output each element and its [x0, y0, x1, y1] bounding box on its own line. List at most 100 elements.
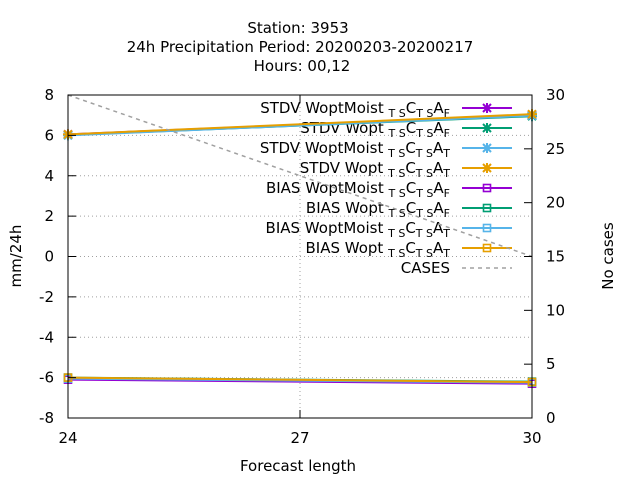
x-axis-label: Forecast length [240, 457, 356, 475]
x-axis: 24 27 30 [58, 95, 542, 447]
y-tick-label: -6 [39, 369, 54, 387]
title-line-3: Hours: 00,12 [254, 57, 351, 75]
legend-label-part: A [433, 179, 444, 197]
legend-label-part: C [405, 139, 415, 157]
legend-label-part: T S [415, 107, 433, 120]
legend-label-part: F [444, 207, 450, 220]
y-tick-label: -2 [39, 288, 54, 306]
x-tick-label: 27 [290, 429, 309, 447]
y-tick-label: 6 [44, 126, 54, 144]
y2-tick-label: 5 [546, 355, 556, 373]
x-tick-label: 30 [522, 429, 541, 447]
y-tick-label: -8 [39, 409, 54, 427]
legend-label-part: C [405, 159, 415, 177]
grid [68, 95, 532, 418]
legend-marker [482, 163, 492, 173]
legend-label-part: A [433, 159, 444, 177]
legend-label-part: T S [388, 107, 406, 120]
legend-label-part: C [406, 179, 416, 197]
legend-label-part: T S [387, 227, 405, 240]
legend-label-part: A [433, 199, 444, 217]
legend-label: STDV WoptMoist T SCT SAT [260, 139, 450, 160]
legend-marker [482, 123, 492, 133]
plot-area [63, 94, 537, 388]
legend-label-part: T S [415, 187, 433, 200]
legend-entry: BIAS Wopt T SCT SAF [306, 199, 512, 220]
legend-entry: BIAS WoptMoist T SCT SAF [266, 179, 512, 200]
legend-label-part: BIAS WoptMoist [266, 219, 384, 237]
legend-label-part: T S [415, 127, 433, 140]
legend-label-part: T [442, 167, 450, 180]
legend-label-part: A [433, 239, 444, 257]
legend-label: BIAS Wopt T SCT SAF [306, 199, 450, 220]
legend-marker [482, 143, 492, 153]
legend-label-part: CASES [401, 259, 450, 277]
legend-entry: STDV Wopt T SCT SAT [300, 159, 512, 180]
legend-entry: CASES [401, 259, 512, 277]
legend-label-part: BIAS Wopt [306, 199, 384, 217]
legend-label-part: T S [387, 167, 405, 180]
y2-axis-label: No cases [599, 222, 617, 290]
legend-label-part: T S [387, 247, 405, 260]
series-line [67, 94, 533, 258]
y-tick-label: 8 [44, 86, 54, 104]
y-tick-label: 2 [44, 207, 54, 225]
legend-marker [482, 203, 492, 213]
legend-label-part: BIAS Wopt [306, 239, 384, 257]
legend-label: BIAS Wopt T SCT SAT [306, 239, 451, 260]
legend-entry: STDV WoptMoist T SCT SAF [260, 99, 512, 120]
legend-label-part: T S [415, 167, 433, 180]
series-line [67, 376, 533, 384]
x-tick-label: 24 [58, 429, 77, 447]
legend-label-part: T [442, 147, 450, 160]
legend-label-part: A [433, 119, 444, 137]
legend-label-part: C [406, 119, 416, 137]
legend-label: BIAS WoptMoist T SCT SAT [266, 219, 451, 240]
legend-label-part: T S [387, 147, 405, 160]
legend-label-part: T S [388, 127, 406, 140]
title-line-1: Station: 3953 [247, 19, 348, 37]
legend-marker [482, 243, 492, 253]
series-line [67, 378, 533, 385]
chart-title: Station: 3953 24h Precipitation Period: … [127, 19, 474, 75]
legend-label-part: C [406, 99, 416, 117]
legend-label: BIAS WoptMoist T SCT SAF [266, 179, 450, 200]
legend-label-part: C [405, 239, 415, 257]
title-line-2: 24h Precipitation Period: 20200203-20200… [127, 38, 474, 56]
y2-tick-label: 20 [546, 194, 565, 212]
legend-label-part: T [442, 227, 450, 240]
y2-tick-label: 15 [546, 248, 565, 266]
legend-label-part: T S [388, 187, 406, 200]
legend-label-part: T S [415, 247, 433, 260]
y-axis: -8 -6 -4 -2 0 2 4 6 8 [39, 86, 76, 427]
legend-label-part: T S [415, 227, 433, 240]
y-tick-label: 0 [44, 248, 54, 266]
y2-tick-label: 30 [546, 86, 565, 104]
series-8 [67, 94, 533, 258]
legend-label-part: F [444, 127, 450, 140]
legend-label-part: STDV WoptMoist [260, 139, 384, 157]
legend-label-part: A [433, 99, 444, 117]
series-line [67, 114, 533, 137]
y2-tick-label: 25 [546, 140, 565, 158]
legend-label-part: F [444, 187, 450, 200]
legend-label-part: BIAS WoptMoist [266, 179, 384, 197]
y2-axis: 0 5 10 15 20 25 30 [524, 86, 565, 427]
legend-entry: BIAS Wopt T SCT SAT [306, 239, 512, 260]
legend-label-part: T S [415, 207, 433, 220]
legend-label-part: T [442, 247, 450, 260]
legend-label-part: A [433, 219, 444, 237]
y-tick-label: 4 [44, 167, 54, 185]
legend-entry: STDV WoptMoist T SCT SAT [260, 139, 512, 160]
legend-marker [482, 103, 492, 113]
y-axis-label: mm/24h [7, 225, 25, 288]
legend-label: STDV Wopt T SCT SAT [300, 159, 450, 180]
legend-label-part: C [406, 199, 416, 217]
legend-label-part: F [444, 107, 450, 120]
legend-entry: BIAS WoptMoist T SCT SAT [266, 219, 512, 240]
series-line [67, 113, 533, 136]
legend-label-part: T S [415, 147, 433, 160]
legend-marker [482, 223, 492, 233]
legend-label-part: STDV Wopt [300, 159, 384, 177]
